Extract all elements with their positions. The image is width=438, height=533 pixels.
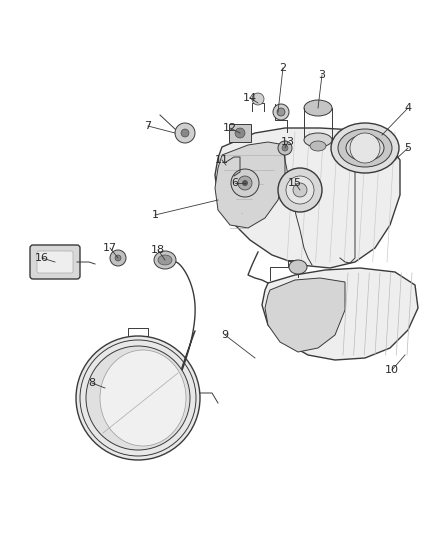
Polygon shape xyxy=(262,268,418,360)
Text: 15: 15 xyxy=(288,178,302,188)
Circle shape xyxy=(238,176,252,190)
Circle shape xyxy=(110,250,126,266)
Text: 17: 17 xyxy=(103,243,117,253)
Text: 5: 5 xyxy=(405,143,411,153)
Circle shape xyxy=(76,336,200,460)
Text: 9: 9 xyxy=(222,330,229,340)
Text: 8: 8 xyxy=(88,378,95,388)
Circle shape xyxy=(115,255,121,261)
Circle shape xyxy=(175,123,195,143)
Text: 10: 10 xyxy=(385,365,399,375)
Text: 1: 1 xyxy=(152,210,159,220)
Ellipse shape xyxy=(158,255,172,265)
Circle shape xyxy=(181,129,189,137)
Polygon shape xyxy=(215,142,285,228)
Text: 11: 11 xyxy=(215,155,229,165)
Text: 7: 7 xyxy=(145,121,152,131)
Circle shape xyxy=(286,176,314,204)
Text: 13: 13 xyxy=(281,137,295,147)
Text: 14: 14 xyxy=(243,93,257,103)
Circle shape xyxy=(282,145,288,151)
FancyBboxPatch shape xyxy=(37,251,73,273)
Ellipse shape xyxy=(346,135,384,161)
Circle shape xyxy=(278,168,322,212)
Circle shape xyxy=(252,93,264,105)
Ellipse shape xyxy=(338,129,392,167)
Text: 12: 12 xyxy=(223,123,237,133)
Ellipse shape xyxy=(331,123,399,173)
Circle shape xyxy=(277,108,285,116)
Circle shape xyxy=(235,128,245,138)
Circle shape xyxy=(278,141,292,155)
Circle shape xyxy=(350,133,380,163)
Circle shape xyxy=(273,104,289,120)
Polygon shape xyxy=(265,278,345,352)
Ellipse shape xyxy=(310,141,326,151)
Ellipse shape xyxy=(304,100,332,116)
Text: 2: 2 xyxy=(279,63,286,73)
Text: 4: 4 xyxy=(404,103,412,113)
Text: 6: 6 xyxy=(232,178,239,188)
Polygon shape xyxy=(215,128,400,268)
FancyBboxPatch shape xyxy=(229,124,251,142)
Text: 3: 3 xyxy=(318,70,325,80)
Text: 18: 18 xyxy=(151,245,165,255)
Circle shape xyxy=(86,346,190,450)
Text: 16: 16 xyxy=(35,253,49,263)
Ellipse shape xyxy=(100,350,186,446)
Ellipse shape xyxy=(289,260,307,274)
Ellipse shape xyxy=(304,133,332,147)
FancyBboxPatch shape xyxy=(30,245,80,279)
Ellipse shape xyxy=(154,251,176,269)
Circle shape xyxy=(231,169,259,197)
Circle shape xyxy=(293,183,307,197)
Circle shape xyxy=(242,180,248,186)
